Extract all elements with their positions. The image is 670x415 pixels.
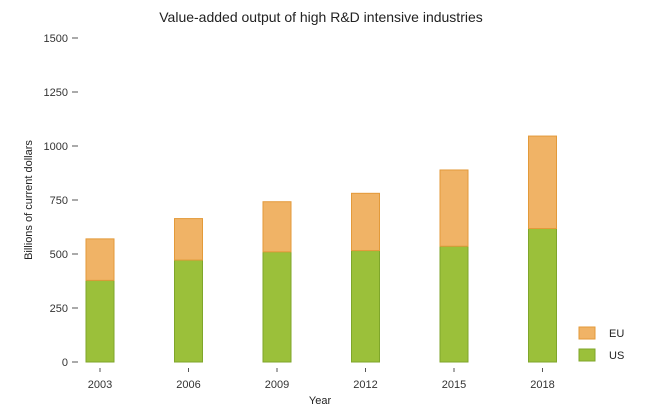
legend-label-us: US xyxy=(609,350,624,362)
x-tick-label: 2012 xyxy=(353,379,377,391)
x-tick-label: 2018 xyxy=(530,379,554,391)
bar-eu-2018 xyxy=(528,135,557,230)
legend-swatch-us xyxy=(578,348,596,362)
y-axis-label: Billions of current dollars xyxy=(23,140,35,260)
bar-eu-2003 xyxy=(85,238,115,281)
bar-eu-2009 xyxy=(262,201,292,253)
y-tick-label: 1500 xyxy=(44,33,68,45)
x-tick-label: 2006 xyxy=(176,379,200,391)
bar-eu-2006 xyxy=(174,218,203,261)
x-axis: 2003 2006 2009 2012 2015 2018 xyxy=(88,368,555,391)
bars xyxy=(85,135,557,363)
x-tick-label: 2015 xyxy=(442,379,466,391)
legend: EU US xyxy=(578,326,624,362)
bar-us-2018 xyxy=(528,228,557,363)
legend-label-eu: EU xyxy=(609,328,624,340)
x-tick-label: 2009 xyxy=(265,379,289,391)
x-axis-label: Year xyxy=(309,395,332,407)
y-axis: 0 250 500 750 1000 1250 1500 xyxy=(44,33,78,369)
y-tick-label: 250 xyxy=(50,303,68,315)
legend-swatch-eu xyxy=(578,326,596,340)
y-tick-label: 1000 xyxy=(44,141,68,153)
bar-eu-2012 xyxy=(351,192,380,252)
x-tick-label: 2003 xyxy=(88,379,112,391)
y-tick-label: 1250 xyxy=(44,87,68,99)
y-tick-label: 0 xyxy=(62,357,68,369)
bar-eu-2015 xyxy=(439,169,469,247)
bar-us-2009 xyxy=(262,251,292,363)
bar-us-2012 xyxy=(351,250,380,363)
bar-us-2006 xyxy=(174,259,203,363)
bar-us-2003 xyxy=(85,279,115,363)
y-tick-label: 500 xyxy=(50,249,68,261)
chart-title: Value-added output of high R&D intensive… xyxy=(159,9,483,25)
bar-us-2015 xyxy=(439,245,469,363)
y-tick-label: 750 xyxy=(50,195,68,207)
